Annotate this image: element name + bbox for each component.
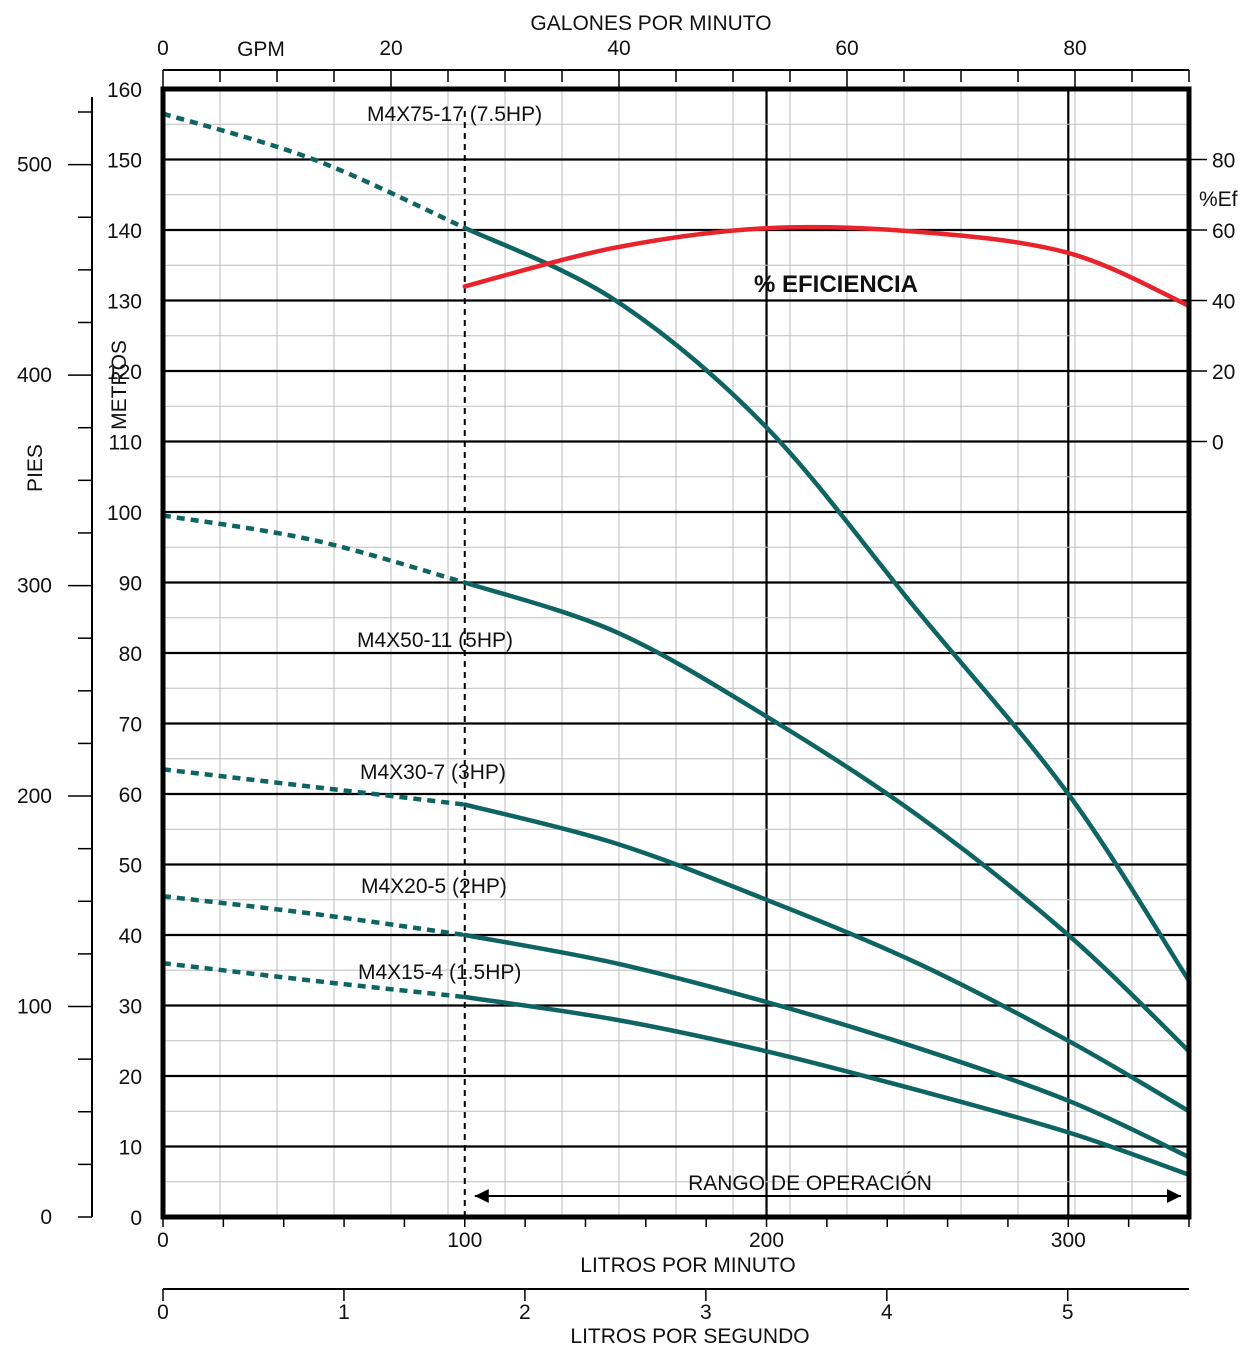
- bottom2-axis-title: LITROS POR SEGUNDO: [570, 1325, 809, 1348]
- curve-3: [462, 932, 1192, 1160]
- left-m-tick-label: 60: [119, 784, 142, 807]
- top-tick-label: 80: [1063, 37, 1086, 60]
- right-eff-tick-label: 0: [1212, 432, 1224, 455]
- top-tick-label: 60: [835, 37, 858, 60]
- right-eff-tick-label: 20: [1212, 361, 1235, 384]
- curve-dashed-3: [162, 893, 466, 938]
- curve-4: [462, 994, 1192, 1177]
- performance-curves: [162, 111, 1192, 1177]
- left-m-tick-label: 120: [107, 361, 142, 384]
- right-eff-tick-label: 40: [1212, 291, 1235, 314]
- left-ft-tick-label: 300: [17, 575, 52, 598]
- series-label-1: M4X50-11 (5HP): [357, 629, 513, 652]
- series-label-4: M4X15-4 (1.5HP): [358, 961, 521, 984]
- right-eff-tick-label: 60: [1212, 220, 1235, 243]
- bottom-tick-label: 300: [1051, 1229, 1086, 1252]
- left-m-tick-label: 90: [119, 573, 142, 596]
- top-tick-label: 0: [157, 37, 169, 60]
- bottom-tick-label: 200: [749, 1229, 784, 1252]
- top-axis-title: GALONES POR MINUTO: [530, 12, 771, 35]
- left-ft-tick-label: 400: [17, 364, 52, 387]
- left-ft-axis-title: PIES: [24, 444, 47, 492]
- bottom2-tick-label: 3: [700, 1301, 712, 1324]
- left-m-tick-label: 100: [107, 502, 142, 525]
- grid: [163, 89, 1189, 1217]
- bottom2-tick-label: 2: [519, 1301, 531, 1324]
- bottom2-tick-label: 1: [338, 1301, 350, 1324]
- left-m-tick-label: 0: [130, 1207, 142, 1230]
- top-tick-label: 40: [607, 37, 630, 60]
- left-m-tick-label: 150: [107, 150, 142, 173]
- axes: [68, 69, 1207, 1301]
- top-tick-label: 20: [379, 37, 402, 60]
- right-eff-tick-label: 80: [1212, 150, 1235, 173]
- curve-dashed-2: [162, 767, 466, 807]
- left-ft-tick-label: 500: [17, 154, 52, 177]
- left-m-tick-label: 140: [107, 220, 142, 243]
- left-m-tick-label: 10: [119, 1137, 142, 1160]
- bottom-axis-title: LITROS POR MINUTO: [580, 1254, 795, 1277]
- bottom-tick-label: 0: [157, 1229, 169, 1252]
- left-m-tick-label: 70: [119, 714, 142, 737]
- bottom2-tick-label: 5: [1062, 1301, 1074, 1324]
- left-ft-tick-label: 200: [17, 785, 52, 808]
- left-m-tick-label: 40: [119, 925, 142, 948]
- series-label-3: M4X20-5 (2HP): [361, 875, 507, 898]
- left-m-tick-label: 80: [119, 643, 142, 666]
- left-m-axis-title: METROS: [108, 340, 131, 430]
- series-label-0: M4X75-17 (7.5HP): [367, 103, 542, 126]
- curve-dashed-0: [162, 111, 466, 230]
- top-axis-unit: GPM: [237, 38, 285, 61]
- efficiency-title: % EFICIENCIA: [754, 271, 918, 298]
- left-m-tick-label: 130: [107, 291, 142, 314]
- left-m-tick-label: 20: [119, 1066, 142, 1089]
- curve-5: [462, 224, 1192, 309]
- left-ft-tick-label: 0: [40, 1206, 52, 1229]
- operating-range-arrow-left: [474, 1189, 489, 1203]
- left-m-tick-label: 110: [109, 432, 142, 455]
- bottom2-tick-label: 0: [157, 1301, 169, 1324]
- bottom2-tick-label: 4: [881, 1301, 893, 1324]
- curve-0: [462, 225, 1192, 984]
- series-label-2: M4X30-7 (3HP): [360, 761, 506, 784]
- bottom-tick-label: 100: [447, 1229, 482, 1252]
- curve-dashed-4: [162, 960, 466, 1000]
- curve-1: [462, 580, 1192, 1054]
- operating-range-arrow-right: [1167, 1189, 1181, 1203]
- operating-range-label: RANGO DE OPERACIÓN: [688, 1172, 932, 1195]
- left-ft-tick-label: 100: [17, 996, 52, 1019]
- left-m-tick-label: 30: [119, 996, 142, 1019]
- curve-dashed-1: [162, 513, 466, 585]
- right-eff-axis-title: %Ef: [1199, 188, 1238, 211]
- left-m-tick-label: 50: [119, 855, 142, 878]
- curve-2: [462, 802, 1192, 1114]
- plot-frame: [160, 86, 1192, 1220]
- left-m-tick-label: 160: [107, 79, 142, 102]
